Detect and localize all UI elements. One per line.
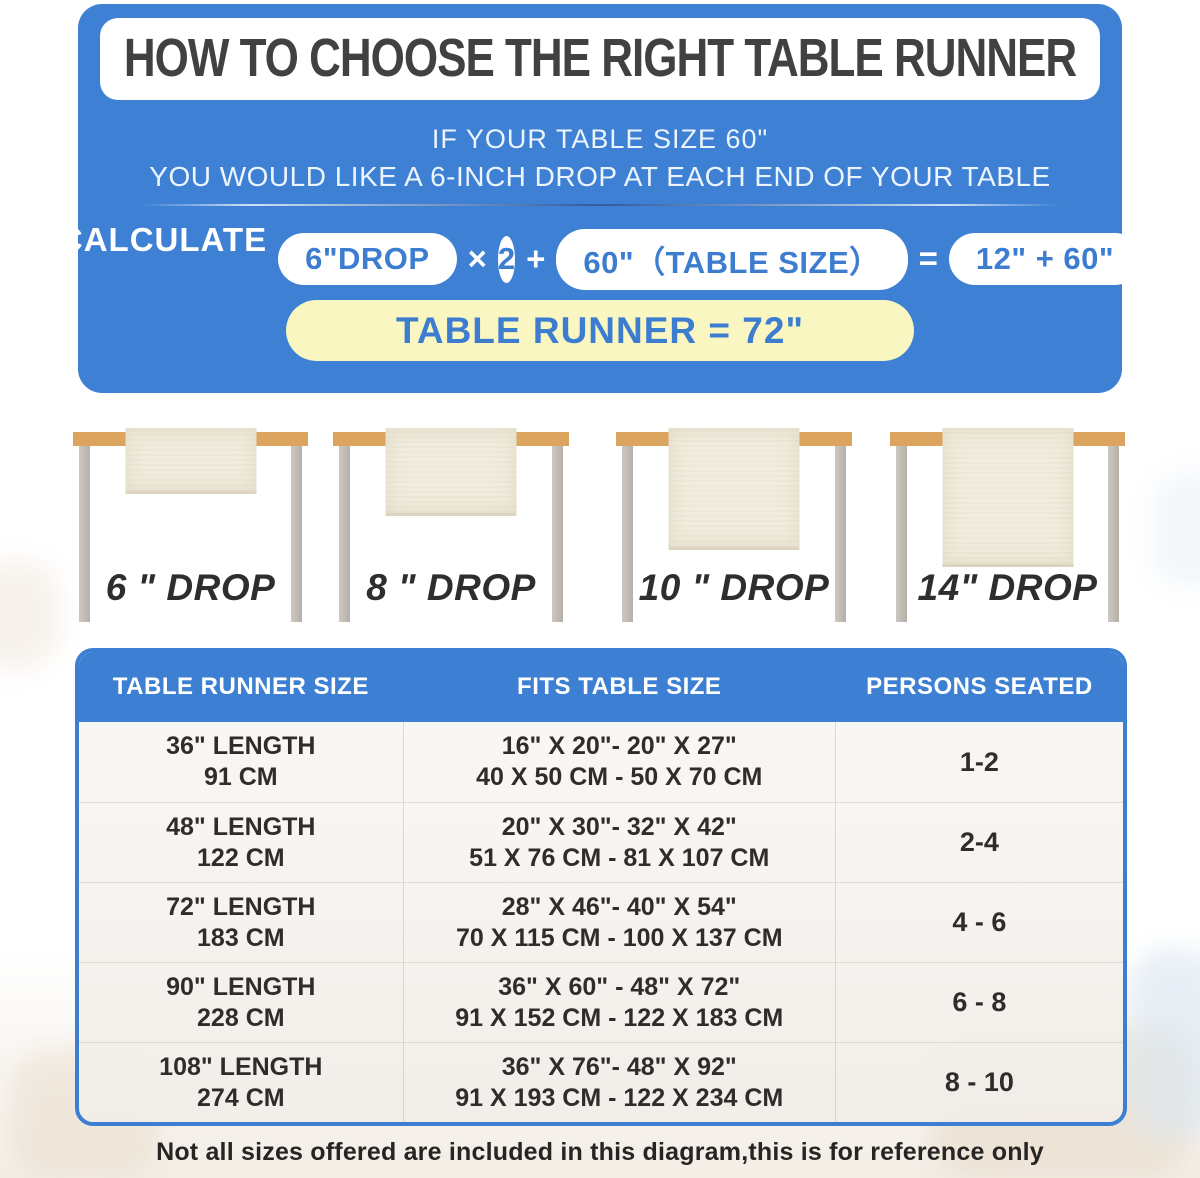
fits-size-inches: 36" X 60" - 48" X 72" — [498, 972, 741, 1001]
background-window-blur — [1130, 948, 1200, 1138]
multiplier-badge: 2 — [497, 235, 516, 283]
reference-note: Not all sizes offered are included in th… — [156, 1138, 1044, 1166]
fits-size-inches: 36" X 76"- 48" X 92" — [501, 1052, 737, 1081]
table-leg — [1108, 444, 1119, 622]
runner-size-cm: 91 CM — [203, 763, 278, 791]
runner-size-cell: 36" LENGTH 91 CM — [79, 722, 403, 802]
fits-table-cell: 36" X 60" - 48" X 72" 91 X 152 CM - 122 … — [402, 963, 836, 1042]
fits-size-cm: 91 X 152 CM - 122 X 183 CM — [455, 1003, 784, 1032]
table-row: 36" LENGTH 91 CM 16" X 20"- 20" X 27" 40… — [79, 722, 1123, 802]
table-row: 90" LENGTH 228 CM 36" X 60" - 48" X 72" … — [79, 962, 1123, 1042]
fits-table-cell: 20" X 30"- 32" X 42" 51 X 76 CM - 81 X 1… — [402, 803, 836, 882]
runner-size-cm: 122 CM — [197, 843, 285, 872]
runner-size-inches: 108" LENGTH — [159, 1052, 323, 1081]
table-leg — [552, 444, 563, 622]
table-row: 108" LENGTH 274 CM 36" X 76"- 48" X 92" … — [79, 1042, 1123, 1122]
runner-size-cm: 183 CM — [197, 923, 285, 952]
persons-seated-cell: 6 - 8 — [952, 987, 1007, 1017]
runner-size-inches: 36" LENGTH — [166, 732, 316, 760]
table-leg — [339, 444, 350, 622]
fits-size-cm: 40 X 50 CM - 50 X 70 CM — [476, 763, 763, 791]
equals-sign: = — [918, 240, 938, 277]
table-figure-8-drop: 8 " DROP — [333, 395, 569, 647]
table-size-pill: 60"（TABLE SIZE） — [556, 228, 908, 290]
column-header-runner-size: TABLE RUNNER SIZE — [112, 673, 369, 700]
persons-seated-cell: 2-4 — [959, 827, 999, 857]
table-runner-illustration — [942, 428, 1073, 567]
runner-size-cell: 72" LENGTH 183 CM — [79, 883, 403, 962]
runner-size-inches: 90" LENGTH — [166, 972, 316, 1001]
persons-seated-cell: 4 - 6 — [952, 907, 1007, 937]
runner-size-cm: 228 CM — [197, 1003, 285, 1032]
fits-size-cm: 70 X 115 CM - 100 X 137 CM — [455, 923, 783, 952]
size-chart-panel: TABLE RUNNER SIZE FITS TABLE SIZE PERSON… — [75, 648, 1127, 1126]
plus-sign: + — [526, 240, 546, 277]
runner-size-inches: 48" LENGTH — [166, 812, 316, 841]
result-pill: 12" + 60" — [948, 233, 1142, 285]
table-leg — [79, 444, 90, 622]
fits-size-cm: 51 X 76 CM - 81 X 107 CM — [469, 843, 770, 872]
fits-size-cm: 91 X 193 CM - 122 X 234 CM — [455, 1083, 784, 1112]
total-highlight-pill: TABLE RUNNER = 72" — [286, 300, 914, 361]
table-figure-6-drop: 6 " DROP — [73, 395, 308, 647]
runner-size-inches: 72" LENGTH — [166, 892, 316, 921]
table-row: 72" LENGTH 183 CM 28" X 46"- 40" X 54" 7… — [79, 882, 1123, 962]
divider-line — [140, 204, 1060, 206]
table-runner-illustration — [668, 428, 800, 550]
subtitle-line-1: IF YOUR TABLE SIZE 60" — [431, 124, 769, 154]
fits-table-cell: 16" X 20"- 20" X 27" 40 X 50 CM - 50 X 7… — [402, 722, 836, 802]
fits-table-cell: 28" X 46"- 40" X 54" 70 X 115 CM - 100 X… — [402, 883, 836, 962]
runner-size-cell: 108" LENGTH 274 CM — [79, 1043, 403, 1122]
times-sign: × — [467, 240, 487, 277]
fits-size-inches: 28" X 46"- 40" X 54" — [501, 892, 737, 921]
drop-figures-section: 6 " DROP 8 " DROP 10 " DROP 14" DROP — [0, 395, 1200, 647]
size-chart-header: TABLE RUNNER SIZE FITS TABLE SIZE PERSON… — [79, 652, 1123, 722]
fits-table-cell: 36" X 76"- 48" X 92" 91 X 193 CM - 122 X… — [402, 1043, 836, 1122]
table-figure-10-drop: 10 " DROP — [616, 395, 852, 647]
table-leg — [291, 444, 302, 622]
title-bar: HOW TO CHOOSE THE RIGHT TABLE RUNNER — [100, 18, 1100, 100]
drop-label: 14" DROP — [917, 567, 1098, 608]
subtitle-line-2: YOU WOULD LIKE A 6-INCH DROP AT EACH END… — [149, 161, 1051, 192]
table-row: 48" LENGTH 122 CM 20" X 30"- 32" X 42" 5… — [79, 802, 1123, 882]
persons-seated-cell: 1-2 — [959, 746, 999, 777]
table-runner-illustration — [125, 428, 256, 494]
runner-size-cm: 274 CM — [197, 1083, 285, 1112]
table-leg — [622, 444, 633, 622]
table-leg — [835, 444, 846, 622]
column-header-fits-table-size: FITS TABLE SIZE — [517, 673, 722, 700]
drop-label: 8 " DROP — [366, 567, 536, 608]
fits-size-inches: 16" X 20"- 20" X 27" — [501, 732, 737, 760]
page-title: HOW TO CHOOSE THE RIGHT TABLE RUNNER — [123, 28, 1077, 89]
column-header-persons-seated: PERSONS SEATED — [866, 673, 1093, 700]
table-figure-14-drop: 14" DROP — [890, 395, 1125, 647]
runner-size-cell: 90" LENGTH 228 CM — [79, 963, 403, 1042]
table-leg — [896, 444, 907, 622]
instruction-panel: HOW TO CHOOSE THE RIGHT TABLE RUNNER IF … — [59, 4, 1142, 393]
runner-size-cell: 48" LENGTH 122 CM — [79, 803, 403, 882]
total-runner-size: TABLE RUNNER = 72" — [396, 309, 804, 351]
persons-seated-cell: 8 - 10 — [944, 1067, 1014, 1097]
drop-label: 10 " DROP — [638, 567, 830, 608]
fits-size-inches: 20" X 30"- 32" X 42" — [501, 812, 737, 841]
drop-label: 6 " DROP — [105, 567, 276, 608]
table-runner-illustration — [385, 428, 517, 516]
drop-value-pill: 6"DROP — [278, 233, 457, 285]
calculation-row: CALCULATE : 6"DROP × 2 + 60"（TABLE SIZE）… — [59, 221, 1142, 296]
calculate-label: CALCULATE : — [58, 221, 268, 296]
